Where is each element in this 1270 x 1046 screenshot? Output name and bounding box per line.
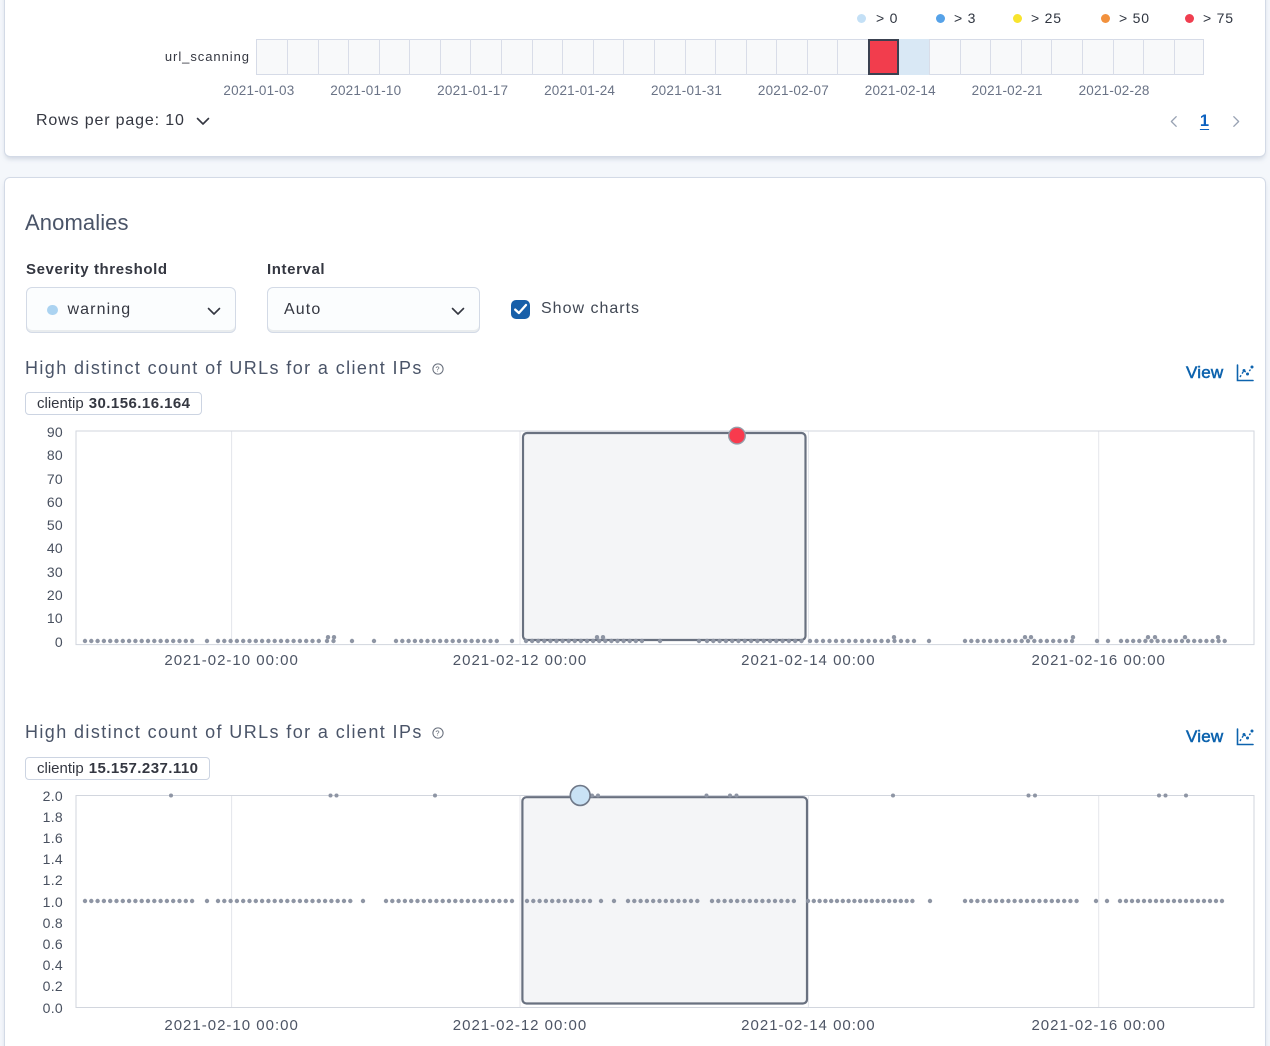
svg-text:?: ? xyxy=(435,728,440,737)
svg-text:?: ? xyxy=(435,364,440,373)
